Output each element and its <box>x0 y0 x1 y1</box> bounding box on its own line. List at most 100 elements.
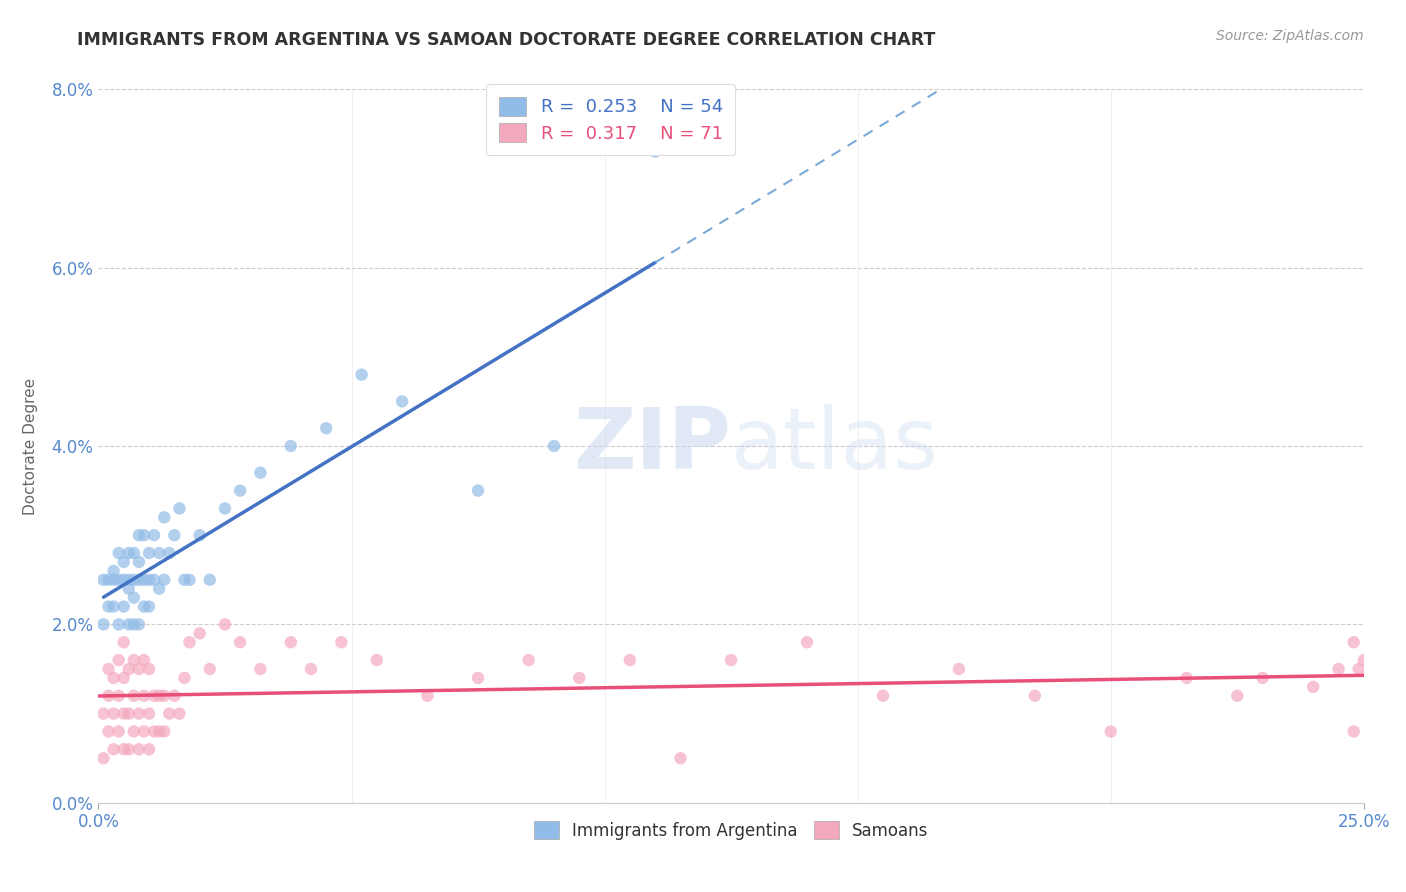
Point <box>153 724 176 739</box>
Point <box>132 724 155 739</box>
Point <box>132 528 155 542</box>
Point <box>103 573 125 587</box>
Point <box>619 653 641 667</box>
Point <box>153 573 176 587</box>
Point <box>198 662 221 676</box>
Point <box>128 617 150 632</box>
Point <box>1024 689 1046 703</box>
Point <box>163 689 186 703</box>
Point <box>872 689 894 703</box>
Point <box>143 689 166 703</box>
Point <box>214 501 236 516</box>
Point <box>107 653 129 667</box>
Point <box>103 742 125 756</box>
Point <box>163 528 186 542</box>
Point <box>143 724 166 739</box>
Point <box>128 573 150 587</box>
Point <box>299 662 322 676</box>
Point <box>128 555 150 569</box>
Point <box>107 689 129 703</box>
Point <box>169 706 191 721</box>
Point <box>128 742 150 756</box>
Point <box>138 546 160 560</box>
Point <box>153 689 176 703</box>
Point <box>103 564 125 578</box>
Point <box>112 555 135 569</box>
Point <box>229 483 252 498</box>
Point <box>157 546 180 560</box>
Point <box>122 653 145 667</box>
Point <box>112 599 135 614</box>
Point <box>118 573 141 587</box>
Point <box>330 635 353 649</box>
Y-axis label: Doctorate Degree: Doctorate Degree <box>22 377 38 515</box>
Point <box>143 528 166 542</box>
Point <box>112 671 135 685</box>
Point <box>169 501 191 516</box>
Point <box>138 599 160 614</box>
Point <box>97 724 120 739</box>
Point <box>280 439 302 453</box>
Point <box>157 706 180 721</box>
Point <box>118 617 141 632</box>
Point <box>107 573 129 587</box>
Point <box>132 653 155 667</box>
Point <box>350 368 373 382</box>
Point <box>103 599 125 614</box>
Point <box>97 573 120 587</box>
Point <box>644 145 666 159</box>
Point <box>1251 671 1274 685</box>
Point <box>568 671 591 685</box>
Point <box>188 626 211 640</box>
Point <box>1302 680 1324 694</box>
Point <box>93 617 115 632</box>
Point <box>112 742 135 756</box>
Point <box>1353 653 1375 667</box>
Point <box>97 689 120 703</box>
Text: Source: ZipAtlas.com: Source: ZipAtlas.com <box>1216 29 1364 43</box>
Point <box>138 662 160 676</box>
Point <box>173 671 195 685</box>
Point <box>1175 671 1198 685</box>
Point <box>138 742 160 756</box>
Point <box>138 706 160 721</box>
Point <box>143 573 166 587</box>
Text: ZIP: ZIP <box>574 404 731 488</box>
Point <box>128 662 150 676</box>
Point <box>391 394 413 409</box>
Point <box>315 421 337 435</box>
Point <box>122 573 145 587</box>
Point <box>148 724 170 739</box>
Point <box>188 528 211 542</box>
Point <box>138 573 160 587</box>
Point <box>118 582 141 596</box>
Point <box>543 439 565 453</box>
Point <box>93 706 115 721</box>
Point <box>214 617 236 632</box>
Point <box>1347 662 1369 676</box>
Point <box>122 689 145 703</box>
Point <box>128 528 150 542</box>
Point <box>118 706 141 721</box>
Point <box>107 724 129 739</box>
Point <box>93 751 115 765</box>
Point <box>107 546 129 560</box>
Legend: Immigrants from Argentina, Samoans: Immigrants from Argentina, Samoans <box>522 810 941 852</box>
Point <box>118 662 141 676</box>
Point <box>107 617 129 632</box>
Point <box>112 573 135 587</box>
Point <box>280 635 302 649</box>
Point <box>249 466 271 480</box>
Point <box>198 573 221 587</box>
Point <box>1099 724 1122 739</box>
Point <box>118 742 141 756</box>
Point <box>148 689 170 703</box>
Point <box>467 671 489 685</box>
Point <box>103 671 125 685</box>
Point <box>249 662 271 676</box>
Point <box>112 706 135 721</box>
Point <box>132 689 155 703</box>
Point <box>97 662 120 676</box>
Text: IMMIGRANTS FROM ARGENTINA VS SAMOAN DOCTORATE DEGREE CORRELATION CHART: IMMIGRANTS FROM ARGENTINA VS SAMOAN DOCT… <box>77 31 936 49</box>
Point <box>122 617 145 632</box>
